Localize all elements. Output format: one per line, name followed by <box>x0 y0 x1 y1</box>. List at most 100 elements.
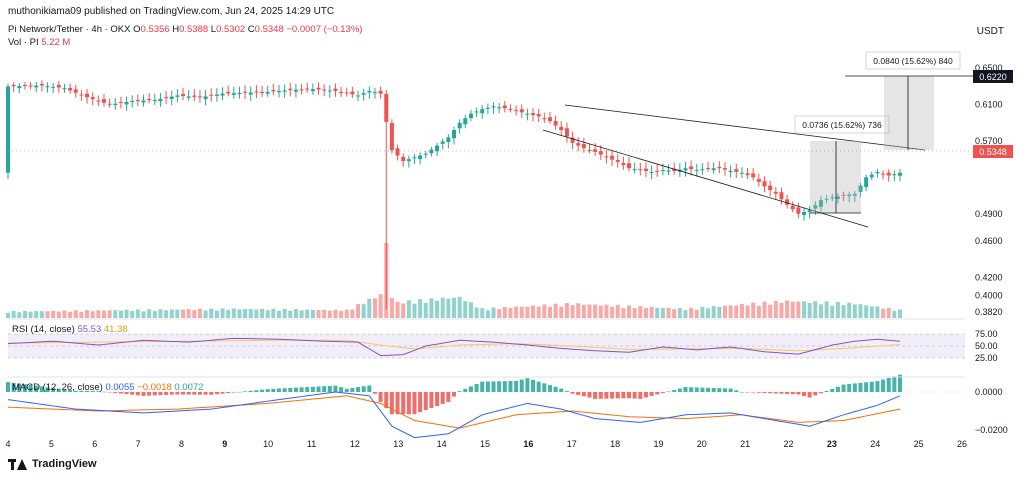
macd-histogram-bar <box>790 392 795 395</box>
macd-histogram-bar <box>508 381 513 392</box>
volume-bar <box>649 307 654 318</box>
macd-histogram-bar <box>480 381 485 392</box>
macd-histogram-bar <box>864 382 869 392</box>
candle-body <box>655 170 660 172</box>
time-tick-label: 9 <box>222 439 227 449</box>
macd-histogram-bar <box>756 392 761 393</box>
macd-histogram-bar <box>638 392 643 399</box>
volume-bar <box>90 311 95 318</box>
macd-histogram-bar <box>655 392 660 395</box>
ohlc-change: −0.0007 (−0.13%) <box>286 24 363 35</box>
time-tick-label: 4 <box>5 439 10 449</box>
measure-box-2 <box>884 76 934 150</box>
volume-bar <box>813 301 818 318</box>
macd-histogram-bar <box>401 392 406 415</box>
candle-body <box>446 137 451 143</box>
candle-body <box>875 171 880 174</box>
candle-body <box>101 99 106 103</box>
macd-histogram-bar <box>429 392 434 409</box>
time-tick-label: 23 <box>827 439 837 449</box>
candle-body <box>299 89 304 91</box>
volume-bar <box>305 309 310 318</box>
rsi-tick-label: 25.00 <box>975 353 998 363</box>
candle-body <box>858 185 863 192</box>
macd-histogram-bar <box>745 392 750 393</box>
macd-histogram-bar <box>672 390 677 392</box>
time-tick-label: 18 <box>610 439 620 449</box>
time-tick-label: 17 <box>567 439 577 449</box>
macd-histogram-bar <box>423 392 428 411</box>
macd-histogram-bar <box>666 391 671 393</box>
volume-label: Vol · PI <box>8 37 39 48</box>
candle-body <box>203 96 208 99</box>
current-price-tag <box>973 145 1013 158</box>
macd-histogram-bar <box>875 381 880 392</box>
volume-bar <box>17 312 22 318</box>
candle-body <box>186 96 191 98</box>
volume-bar <box>45 311 50 318</box>
price-tick-label: 0.3820 <box>975 307 1003 317</box>
macd-histogram-bar <box>130 392 135 395</box>
macd-histogram-bar <box>457 391 462 392</box>
volume-bar <box>260 308 265 318</box>
candle-body <box>886 172 891 176</box>
ohlc-low: 0.5302 <box>216 24 246 35</box>
macd-histogram-bar <box>621 392 626 399</box>
volume-bar <box>418 299 423 318</box>
time-tick-label: 13 <box>393 439 403 449</box>
macd-histogram-bar <box>350 387 355 392</box>
candle-body <box>660 170 665 172</box>
macd-histogram-bar <box>610 392 615 399</box>
volume-bar <box>175 309 180 318</box>
volume-bar <box>638 306 643 318</box>
volume-bar <box>655 307 660 318</box>
macd-hist-value: 0.0072 <box>174 382 204 393</box>
volume-bar <box>231 308 236 318</box>
current-price-label: 0.5348 <box>979 147 1007 157</box>
macd-histogram-bar <box>107 392 112 393</box>
candle-body <box>542 118 547 120</box>
volume-bar <box>852 304 857 318</box>
volume-bar <box>864 305 869 318</box>
macd-histogram-bar <box>519 379 524 392</box>
candle-body <box>440 141 445 144</box>
candle-body <box>237 92 242 94</box>
macd-histogram-bar <box>773 392 778 394</box>
macd-histogram-bar <box>751 392 756 393</box>
volume-bar <box>372 298 377 318</box>
macd-histogram-bar <box>847 384 852 392</box>
candle-body <box>802 211 807 215</box>
macd-histogram-bar <box>282 388 287 392</box>
volume-bar <box>525 306 530 318</box>
volume-bar <box>435 300 440 318</box>
candle-body <box>113 103 118 106</box>
macd-histogram-bar <box>892 376 897 392</box>
price-tick-label: 0.4200 <box>975 272 1003 282</box>
macd-histogram-bar <box>643 392 648 398</box>
candle-body <box>813 205 818 209</box>
candle-body <box>197 96 202 98</box>
candle-body <box>722 168 727 170</box>
volume-bar <box>254 309 259 318</box>
volume-bar <box>835 301 840 318</box>
candle-body <box>401 156 406 161</box>
volume-bar <box>847 302 852 318</box>
volume-bar <box>85 310 90 318</box>
candle-body <box>350 91 355 95</box>
candle-body <box>491 106 496 108</box>
volume-bar <box>101 310 106 318</box>
macd-histogram-bar <box>762 392 767 393</box>
volume-bar <box>779 302 784 318</box>
time-tick-label: 8 <box>179 439 184 449</box>
volume-bar <box>367 298 372 318</box>
macd-histogram-bar <box>779 392 784 394</box>
volume-bar <box>56 311 61 318</box>
macd-histogram-bar <box>395 392 400 415</box>
volume-bar <box>480 308 485 318</box>
volume-bar <box>344 309 349 318</box>
candle-body <box>339 91 344 93</box>
volume-bar <box>124 309 129 318</box>
candle-body <box>305 88 310 90</box>
candle-body <box>243 91 248 93</box>
